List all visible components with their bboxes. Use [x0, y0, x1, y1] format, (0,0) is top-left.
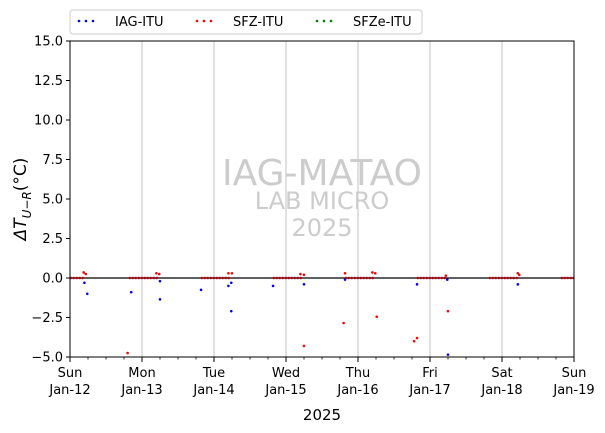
legend-marker [315, 19, 319, 23]
data-point [230, 271, 234, 275]
data-point [373, 271, 377, 275]
series-sfz-itu [70, 271, 574, 355]
data-point [129, 290, 133, 294]
x-tick-label-day: Tue [202, 366, 225, 381]
x-tick-label-date: Jan-16 [336, 383, 378, 398]
legend-marker [91, 19, 95, 23]
legend: IAG-ITU SFZ-ITU SFZe-ITU [69, 9, 423, 35]
y-tick-label: 7.5 [42, 153, 63, 168]
data-layer [70, 271, 574, 356]
watermark-line-1: IAG-MATAO [222, 153, 422, 194]
legend-marker [209, 19, 213, 23]
data-point [83, 281, 86, 285]
x-axis-label: 2025 [303, 406, 341, 424]
ylabel-main: ΔT [11, 217, 31, 243]
data-point [227, 271, 230, 275]
legend-item-sfz-itu: SFZ-ITU [195, 15, 283, 30]
x-tick-label-date: Jan-12 [48, 383, 90, 398]
legend-item-sfze-itu: SFZe-ITU [315, 15, 412, 30]
x-tick-label-date: Jan-19 [552, 383, 594, 398]
legend-box [69, 9, 423, 35]
ylabel-unit: (°C) [11, 158, 31, 192]
data-point [158, 298, 162, 301]
y-tick-label: 0.0 [42, 272, 63, 287]
data-point [375, 315, 379, 319]
data-point [516, 283, 520, 286]
watermark: IAG-MATAO LAB MICRO 2025 [222, 153, 422, 242]
x-tick-label-day: Wed [272, 366, 300, 381]
data-point [412, 339, 416, 343]
data-point [342, 321, 345, 325]
data-point [446, 309, 450, 313]
x-tick-label-day: Thu [345, 366, 370, 381]
data-point [84, 272, 88, 276]
legend-marker [329, 19, 333, 23]
legend-marker [195, 19, 199, 23]
ylabel-subscript: U−R [20, 191, 34, 218]
data-point [227, 284, 230, 288]
y-tick-label: 15.0 [34, 35, 63, 50]
y-tick-label: 5.0 [42, 193, 63, 208]
legend-label: SFZ-ITU [233, 15, 283, 30]
data-point [302, 344, 306, 348]
data-point [445, 278, 449, 281]
data-point [302, 273, 306, 277]
data-point [444, 274, 448, 277]
y-tick-label: −2.5 [31, 311, 63, 326]
watermark-line-3: 2025 [291, 214, 352, 242]
series-iag-itu [70, 276, 574, 356]
data-point [155, 271, 158, 275]
data-point [126, 351, 129, 355]
y-tick-label: −5.0 [31, 351, 63, 366]
axis-layer: −5.0 −2.5 0.0 2.5 5.0 7.5 10.0 12.5 15.0 Sun Jan-1… [31, 35, 594, 399]
legend-marker [322, 19, 326, 23]
data-point [415, 283, 419, 286]
data-point [302, 283, 306, 286]
data-point [271, 284, 275, 288]
y-axis-label: ΔTU−R(°C) [11, 158, 34, 243]
data-point [299, 272, 302, 276]
x-tick-label-date: Jan-17 [408, 383, 450, 398]
y-tick-label: 10.0 [34, 114, 63, 129]
data-point [229, 309, 233, 313]
x-tick-label-day: Sun [58, 366, 83, 381]
data-point [157, 272, 161, 276]
y-tick-label: 2.5 [42, 232, 63, 247]
data-point [82, 271, 85, 274]
x-tick-label-date: Jan-18 [480, 383, 522, 398]
data-point [517, 273, 521, 277]
data-point [158, 279, 162, 283]
x-tick-label-day: Fri [422, 366, 438, 381]
grid-layer [141, 41, 503, 357]
data-point [229, 281, 233, 285]
legend-label: SFZe-ITU [353, 15, 412, 30]
watermark-line-2: LAB MICRO [255, 187, 390, 215]
data-point [199, 288, 203, 292]
svg-text:ΔTU−R(°C): ΔTU−R(°C) [11, 158, 34, 243]
x-tick-label-date: Jan-15 [264, 383, 306, 398]
x-tick-label-date: Jan-13 [120, 383, 162, 398]
x-tick-label-date: Jan-14 [192, 383, 234, 398]
data-point [415, 336, 419, 340]
legend-marker [202, 19, 206, 23]
legend-marker [84, 19, 88, 23]
x-tick-label-day: Sat [491, 366, 512, 381]
data-point [343, 271, 347, 275]
x-tick-label-day: Sun [562, 366, 587, 381]
data-point [371, 271, 374, 274]
legend-label: IAG-ITU [115, 15, 164, 30]
x-tick-label-day: Mon [128, 366, 155, 381]
legend-marker [77, 19, 81, 23]
data-point [446, 353, 450, 356]
y-tick-label: 12.5 [34, 74, 63, 89]
data-point [85, 292, 89, 296]
legend-item-iag-itu: IAG-ITU [77, 15, 164, 30]
